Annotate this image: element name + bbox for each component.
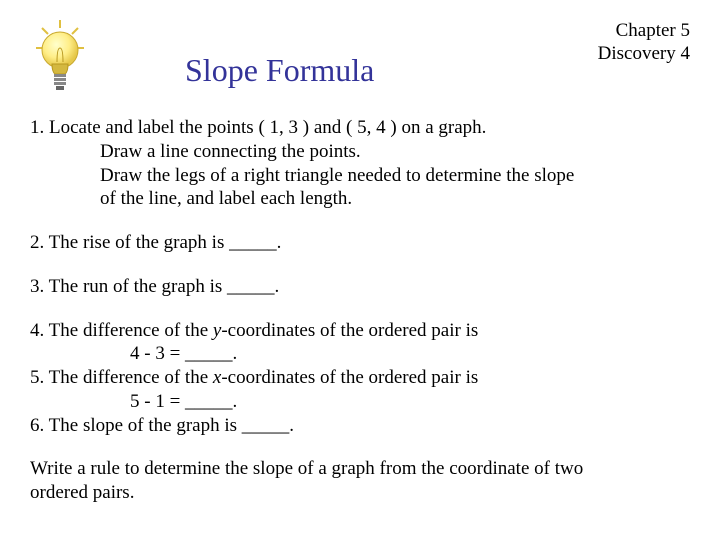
header-left: Slope Formula [30,18,598,98]
q5-post: -coordinates of the ordered pair is [221,367,478,388]
chapter-line-1: Chapter 5 [598,20,690,43]
q1-line-b: Draw a line connecting the points. [100,140,690,164]
chapter-label: Chapter 5 Discovery 4 [598,20,690,66]
q1-line-c: Draw the legs of a right triangle needed… [100,164,690,188]
q4-pre: 4. The difference of the [30,320,213,341]
footer-line-b: ordered pairs. [30,481,690,505]
chapter-line-2: Discovery 4 [598,43,690,66]
q4-post: -coordinates of the ordered pair is [221,320,478,341]
question-4: 4. The difference of the y-coordinates o… [30,319,690,367]
question-6: 6. The slope of the graph is _____. [30,414,690,438]
question-3: 3. The run of the graph is _____. [30,275,690,299]
question-5: 5. The difference of the x-coordinates o… [30,366,690,414]
page-title: Slope Formula [185,52,374,89]
q5-pre: 5. The difference of the [30,367,213,388]
q5-line-b: 5 - 1 = _____. [130,390,690,414]
header: Slope Formula Chapter 5 Discovery 4 [30,18,690,98]
footer-instruction: Write a rule to determine the slope of a… [30,457,690,505]
lightbulb-icon [30,18,90,98]
question-2: 2. The rise of the graph is _____. [30,231,690,255]
q4-line-b: 4 - 3 = _____. [130,342,690,366]
question-1: 1. Locate and label the points ( 1, 3 ) … [30,116,690,211]
content: 1. Locate and label the points ( 1, 3 ) … [30,116,690,505]
footer-line-a: Write a rule to determine the slope of a… [30,457,690,481]
q1-line-a: 1. Locate and label the points ( 1, 3 ) … [30,116,690,140]
q1-line-d: of the line, and label each length. [100,187,690,211]
